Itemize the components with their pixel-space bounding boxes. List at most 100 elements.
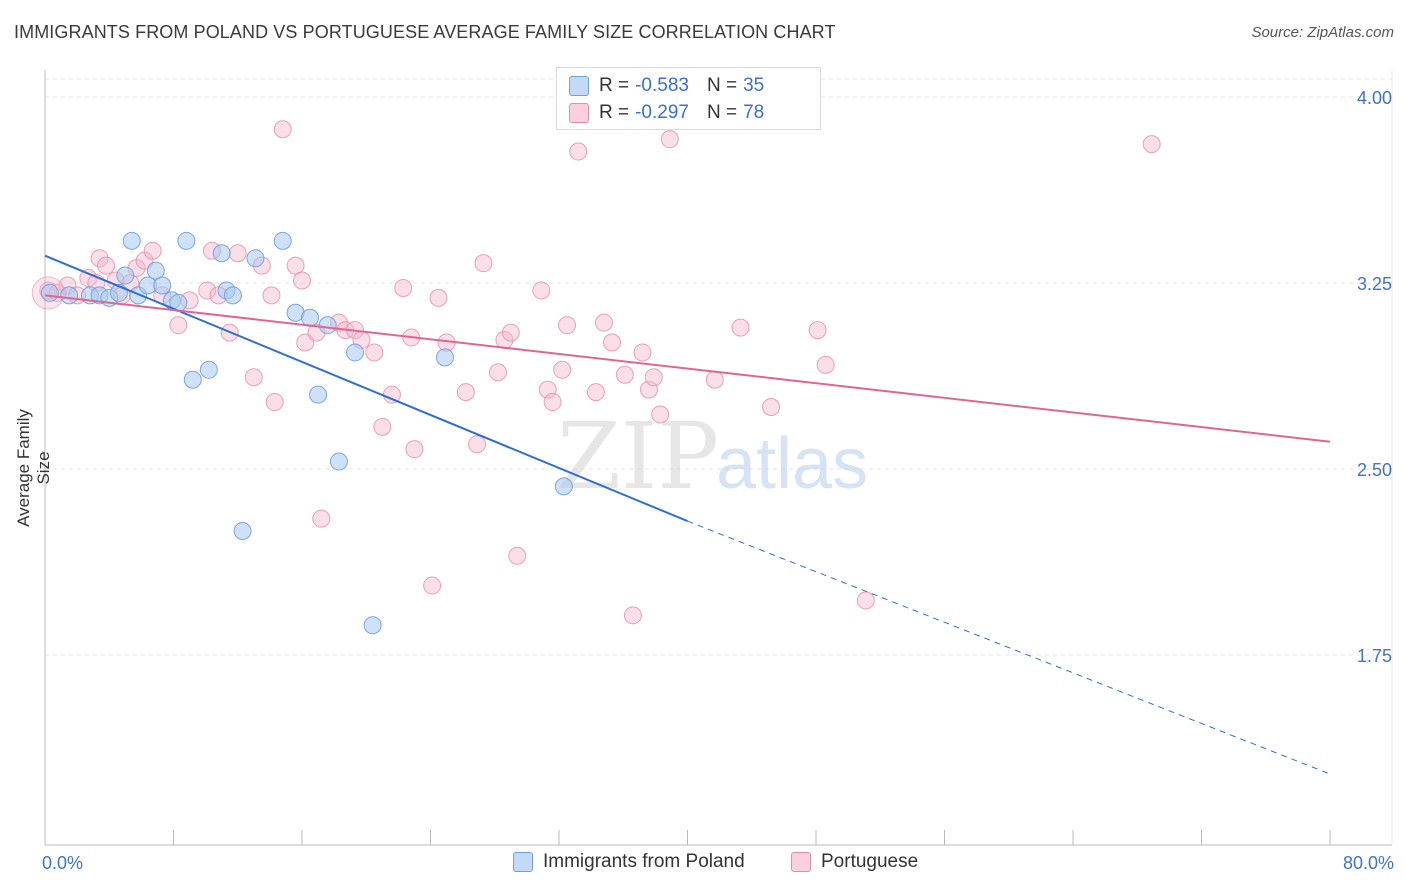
trend-line-poland bbox=[44, 254, 688, 523]
legend-label-portuguese: Portuguese bbox=[821, 851, 919, 872]
data-point-poland bbox=[153, 276, 172, 295]
data-point-portuguese bbox=[273, 120, 292, 139]
data-point-poland bbox=[199, 360, 218, 379]
data-point-portuguese bbox=[296, 333, 315, 352]
data-point-poland bbox=[122, 231, 141, 250]
data-point-portuguese bbox=[594, 313, 613, 332]
data-point-portuguese bbox=[501, 323, 520, 342]
trend-lines bbox=[44, 254, 1331, 775]
trend-line-portuguese bbox=[44, 294, 1331, 443]
watermark-atlas: atlas bbox=[716, 424, 868, 504]
data-point-poland bbox=[183, 370, 202, 389]
data-point-portuguese bbox=[169, 316, 188, 335]
stats-legend: R = -0.583 N = 35 R = -0.297 N = 78 bbox=[556, 67, 821, 130]
legend-item-portuguese: Portuguese bbox=[791, 851, 918, 873]
stats-n-label: N = bbox=[706, 102, 738, 123]
data-point-portuguese bbox=[429, 288, 448, 307]
data-point-portuguese bbox=[286, 256, 305, 275]
data-point-poland bbox=[346, 343, 365, 362]
data-point-poland bbox=[318, 316, 337, 335]
stats-r-label: R = bbox=[599, 75, 630, 96]
data-point-poland bbox=[212, 244, 231, 263]
stats-n-value: 35 bbox=[743, 75, 765, 96]
data-point-portuguese bbox=[474, 254, 493, 273]
data-point-portuguese bbox=[603, 333, 622, 352]
y-tick-label: 2.50 bbox=[1357, 460, 1392, 480]
x-tick-label-min: 0.0% bbox=[42, 853, 83, 873]
source-label: Source: ZipAtlas.com bbox=[1251, 24, 1394, 41]
data-point-poland bbox=[363, 616, 382, 635]
series-poland-points bbox=[40, 231, 573, 635]
grid-lines bbox=[45, 70, 1393, 845]
chart-legend: Immigrants from Poland Portuguese bbox=[0, 851, 1406, 877]
data-point-portuguese bbox=[488, 363, 507, 382]
data-point-poland bbox=[60, 286, 79, 305]
watermark-zip: ZIP bbox=[557, 403, 719, 510]
data-point-portuguese bbox=[731, 318, 750, 337]
data-point-poland bbox=[223, 286, 242, 305]
data-point-poland bbox=[146, 261, 165, 280]
trend-line-poland-extension bbox=[687, 520, 1331, 775]
tick-labels: 1.75 2.50 3.25 4.00 0.0% 80.0% bbox=[42, 88, 1394, 873]
data-point-poland bbox=[177, 231, 196, 250]
stats-r-value: -0.297 bbox=[635, 102, 689, 123]
data-point-portuguese bbox=[423, 576, 442, 595]
data-point-portuguese bbox=[532, 281, 551, 300]
data-point-portuguese bbox=[543, 393, 562, 412]
stats-n-value: 78 bbox=[743, 102, 765, 123]
data-point-portuguese bbox=[808, 321, 827, 340]
data-point-poland bbox=[233, 522, 252, 540]
legend-item-poland: Immigrants from Poland bbox=[513, 851, 745, 873]
x-tick-label-max: 80.0% bbox=[1343, 853, 1394, 873]
stats-row-poland: R = -0.583 N = 35 bbox=[569, 73, 764, 99]
data-point-portuguese bbox=[615, 365, 634, 384]
data-point-portuguese bbox=[569, 142, 588, 161]
data-point-portuguese bbox=[244, 368, 263, 387]
y-tick-label: 3.25 bbox=[1357, 274, 1392, 294]
data-point-portuguese bbox=[623, 606, 642, 625]
y-tick-label: 1.75 bbox=[1357, 646, 1392, 666]
data-point-portuguese bbox=[633, 343, 652, 362]
y-tick-label: 4.00 bbox=[1357, 88, 1392, 108]
data-point-poland bbox=[246, 249, 265, 268]
data-point-portuguese bbox=[660, 130, 679, 149]
data-point-portuguese bbox=[586, 383, 605, 402]
data-point-portuguese bbox=[97, 256, 116, 275]
data-point-portuguese bbox=[856, 591, 875, 610]
stats-swatch-portuguese bbox=[569, 103, 589, 123]
data-point-portuguese bbox=[90, 249, 109, 268]
data-point-portuguese bbox=[558, 316, 577, 335]
data-point-portuguese bbox=[468, 435, 487, 454]
data-point-portuguese bbox=[405, 440, 424, 459]
watermark: ZIP atlas bbox=[557, 403, 868, 510]
data-point-portuguese bbox=[1142, 135, 1161, 154]
data-point-portuguese bbox=[373, 417, 392, 436]
data-point-portuguese bbox=[394, 278, 413, 297]
y-axis-label: Average Family Size bbox=[14, 409, 53, 527]
stats-row-portuguese: R = -0.297 N = 78 bbox=[569, 100, 764, 126]
data-point-portuguese bbox=[262, 286, 281, 305]
data-point-portuguese bbox=[198, 281, 217, 300]
data-point-poland bbox=[329, 452, 348, 471]
stats-swatch-poland bbox=[569, 76, 589, 96]
data-point-portuguese bbox=[456, 383, 475, 402]
legend-swatch-portuguese bbox=[791, 852, 811, 872]
data-point-poland bbox=[435, 348, 454, 367]
data-point-portuguese bbox=[651, 405, 670, 424]
data-point-portuguese bbox=[312, 509, 331, 528]
data-point-portuguese bbox=[816, 355, 835, 374]
axes bbox=[44, 70, 1392, 846]
data-point-portuguese bbox=[228, 244, 247, 263]
chart-title: IMMIGRANTS FROM POLAND VS PORTUGUESE AVE… bbox=[14, 22, 836, 42]
stats-r-label: R = bbox=[599, 102, 630, 123]
data-point-portuguese bbox=[265, 393, 284, 412]
data-point-portuguese bbox=[508, 546, 527, 565]
data-point-portuguese bbox=[293, 271, 311, 290]
data-point-poland bbox=[116, 266, 135, 285]
data-point-portuguese bbox=[705, 370, 724, 389]
data-point-portuguese bbox=[644, 368, 663, 387]
stats-r-value: -0.583 bbox=[635, 75, 689, 96]
data-point-portuguese bbox=[365, 343, 384, 362]
data-point-poland bbox=[554, 477, 573, 496]
